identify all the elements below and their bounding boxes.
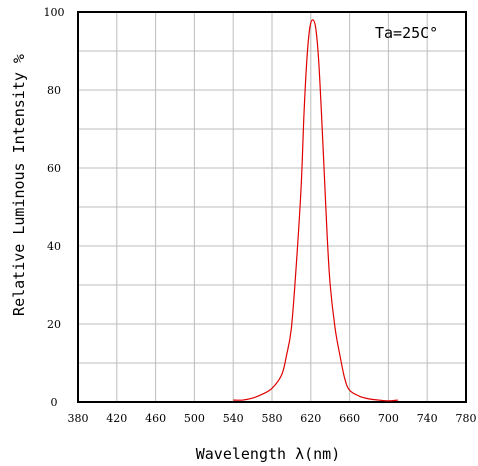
y-tick-label: 20 — [47, 318, 61, 331]
y-tick-label: 40 — [47, 240, 61, 253]
x-axis-label: Wavelength λ(nm) — [196, 445, 341, 463]
x-tick-label: 540 — [223, 412, 244, 425]
x-tick-label: 780 — [456, 412, 477, 425]
temperature-annotation: Ta=25C° — [375, 24, 438, 42]
series-line — [233, 19, 399, 402]
x-tick-label: 380 — [68, 412, 89, 425]
y-tick-labels: 0 20 40 60 80 100 — [44, 6, 65, 409]
x-tick-label: 460 — [145, 412, 166, 425]
x-tick-label: 580 — [262, 412, 283, 425]
y-tick-label: 100 — [44, 6, 65, 19]
x-tick-label: 620 — [300, 412, 321, 425]
y-tick-label: 60 — [47, 162, 61, 175]
x-tick-label: 740 — [417, 412, 438, 425]
plot-frame — [77, 11, 467, 403]
y-axis-label: Relative Luminous Intensity % — [10, 54, 28, 316]
x-tick-label: 420 — [106, 412, 127, 425]
x-tick-label: 660 — [339, 412, 360, 425]
x-tick-label: 500 — [184, 412, 205, 425]
x-tick-label: 700 — [378, 412, 399, 425]
grid-lines — [77, 11, 467, 403]
x-tick-labels: 380 420 460 500 540 580 620 660 700 740 780 — [68, 412, 477, 425]
y-tick-label: 80 — [47, 84, 61, 97]
y-tick-label: 0 — [51, 396, 58, 409]
